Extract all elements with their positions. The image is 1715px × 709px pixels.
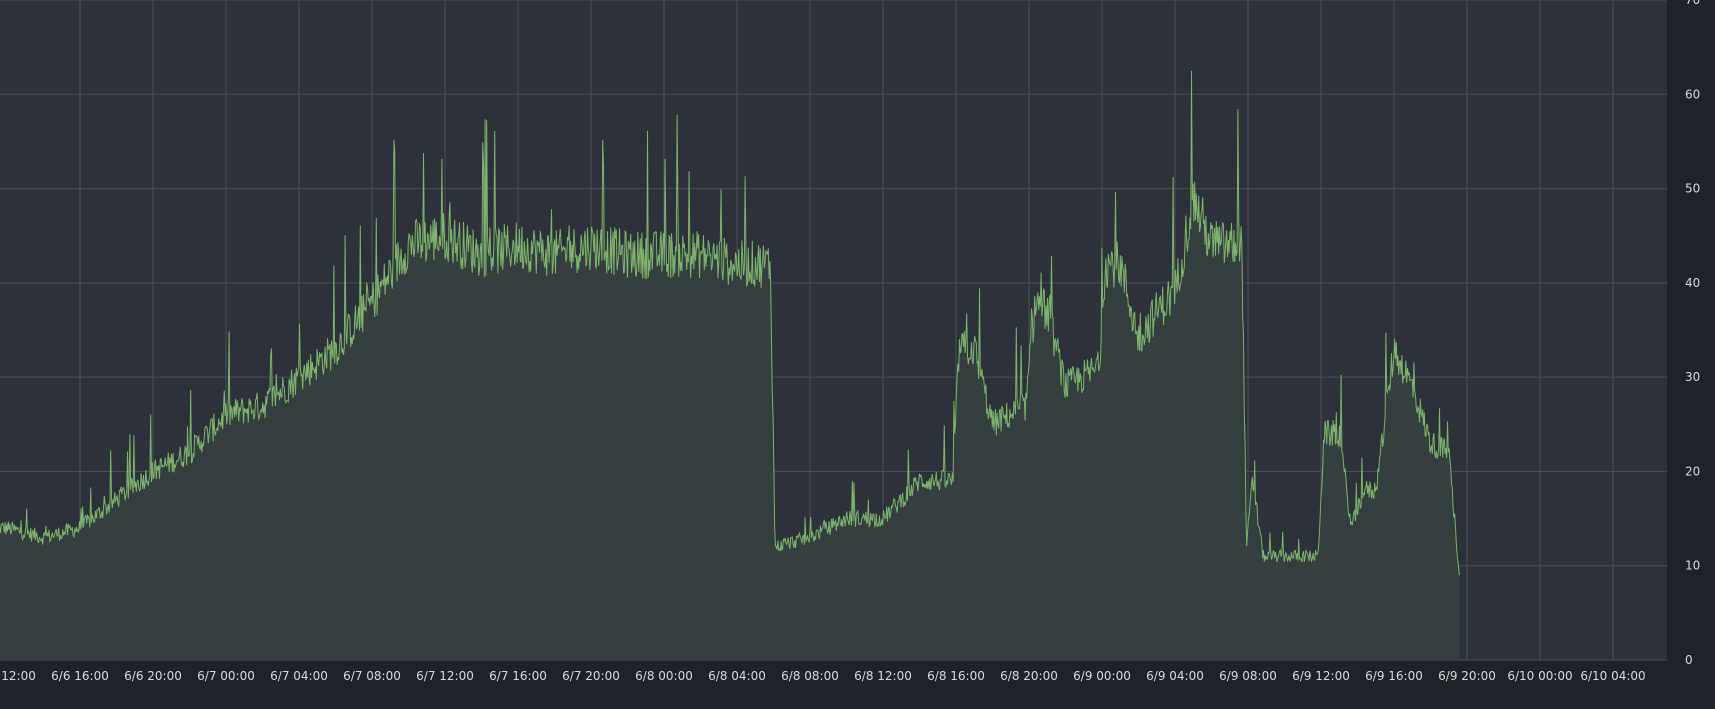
x-tick-label: 6/10 04:00	[1580, 669, 1645, 683]
y-tick-label: 10	[1685, 559, 1700, 573]
y-tick-label: 40	[1685, 276, 1700, 290]
x-tick-label: 6/7 04:00	[270, 669, 328, 683]
x-tick-label: 6/9 08:00	[1219, 669, 1277, 683]
x-tick-label: 6/7 20:00	[562, 669, 620, 683]
y-tick-label: 60	[1685, 87, 1700, 101]
y-tick-label: 70	[1685, 0, 1700, 7]
x-tick-label: 6/9 20:00	[1438, 669, 1496, 683]
x-tick-label: 6/7 08:00	[343, 669, 401, 683]
x-tick-label: 6/7 12:00	[416, 669, 474, 683]
y-tick-label: 30	[1685, 370, 1700, 384]
y-tick-label: 0	[1685, 653, 1693, 667]
x-tick-label: 6/6 16:00	[51, 669, 109, 683]
x-tick-label: 6/8 04:00	[708, 669, 766, 683]
x-tick-label: 6/8 12:00	[854, 669, 912, 683]
x-tick-label: 6/9 04:00	[1146, 669, 1204, 683]
series-line	[0, 70, 1460, 576]
x-tick-label: 6/8 20:00	[1000, 669, 1058, 683]
x-tick-label: 6/6 20:00	[124, 669, 182, 683]
x-tick-label: 6/9 12:00	[1292, 669, 1350, 683]
series-area	[0, 70, 1460, 660]
x-tick-label: 6/6 12:00	[0, 669, 36, 683]
x-tick-label: 6/9 16:00	[1365, 669, 1423, 683]
y-tick-label: 50	[1685, 182, 1700, 196]
x-tick-label: 6/8 08:00	[781, 669, 839, 683]
x-tick-label: 6/7 00:00	[197, 669, 255, 683]
y-axis-tick-labels: 0 10 20 30 40 50 60 70	[1685, 0, 1700, 667]
x-tick-label: 6/8 00:00	[635, 669, 693, 683]
x-tick-label: 6/7 16:00	[489, 669, 547, 683]
x-tick-label: 6/8 16:00	[927, 669, 985, 683]
x-tick-label: 6/10 00:00	[1507, 669, 1572, 683]
x-axis-tick-labels: 6/6 12:00 6/6 16:00 6/6 20:00 6/7 00:00 6/7 …	[0, 669, 1646, 683]
y-tick-label: 20	[1685, 464, 1700, 478]
x-tick-label: 6/9 00:00	[1073, 669, 1131, 683]
